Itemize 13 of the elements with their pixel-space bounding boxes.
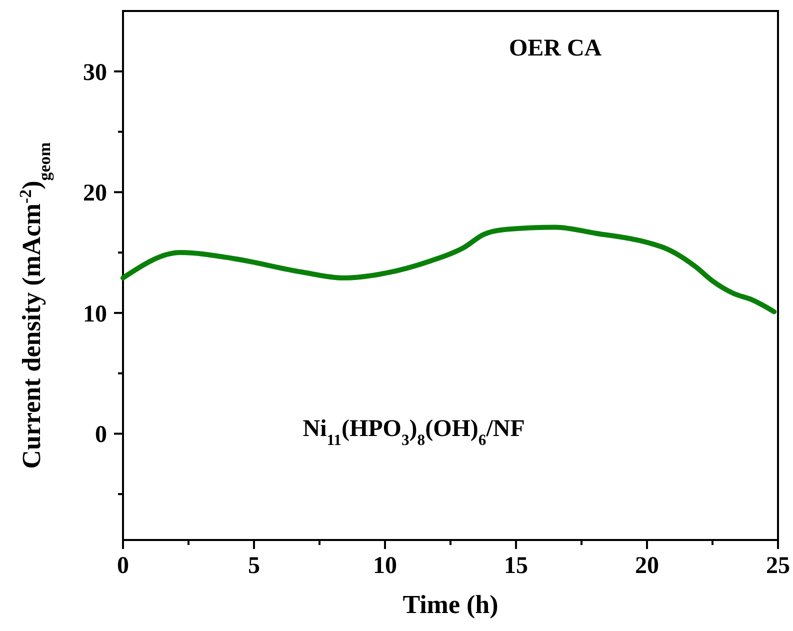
x-tick-label: 5: [248, 553, 260, 579]
y-tick-label: 10: [83, 301, 107, 328]
annotation: OER CA: [508, 36, 602, 62]
x-tick-label: 25: [766, 553, 790, 579]
text: Ni$_{11}$(HPO$_{3}$)$_{8}$(OH)$_{6}$/NF: [302, 416, 525, 449]
y-tick-label: 0: [95, 422, 107, 448]
x-axis-title: Time (h): [402, 590, 498, 619]
y-tick-label: 20: [83, 180, 107, 207]
x-tick-label: 20: [635, 553, 659, 579]
x-tick-label: 10: [373, 553, 397, 579]
y-tick-label: 30: [83, 60, 107, 86]
x-tick-label: 15: [504, 553, 528, 579]
x-tick-label: 0: [117, 553, 129, 579]
